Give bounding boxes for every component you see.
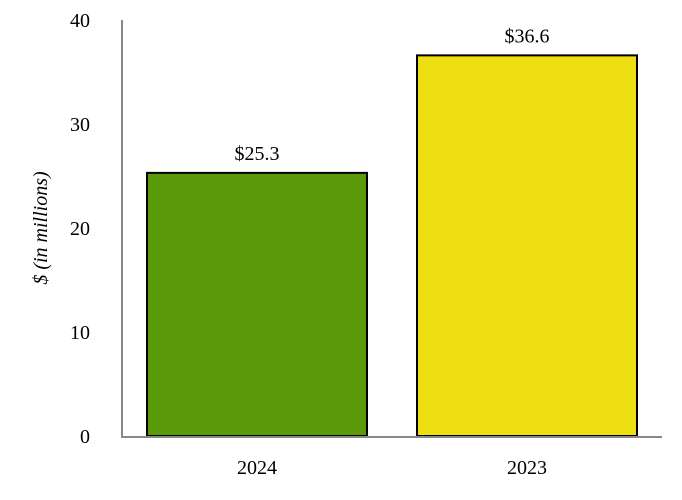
x-tick-label: 2024 (237, 457, 277, 479)
y-tick-label: 40 (70, 10, 90, 32)
y-tick-label: 30 (70, 114, 90, 136)
data-label: $25.3 (235, 143, 280, 165)
y-tick-label: 10 (70, 322, 90, 344)
bar-2023 (416, 54, 638, 438)
y-tick-label: 20 (70, 218, 90, 240)
data-label: $36.6 (505, 25, 550, 47)
bar-2024 (146, 171, 368, 437)
x-tick-label: 2023 (507, 457, 547, 479)
y-tick-label: 0 (80, 426, 90, 448)
y-axis-label: $ (in millions) (30, 171, 52, 285)
